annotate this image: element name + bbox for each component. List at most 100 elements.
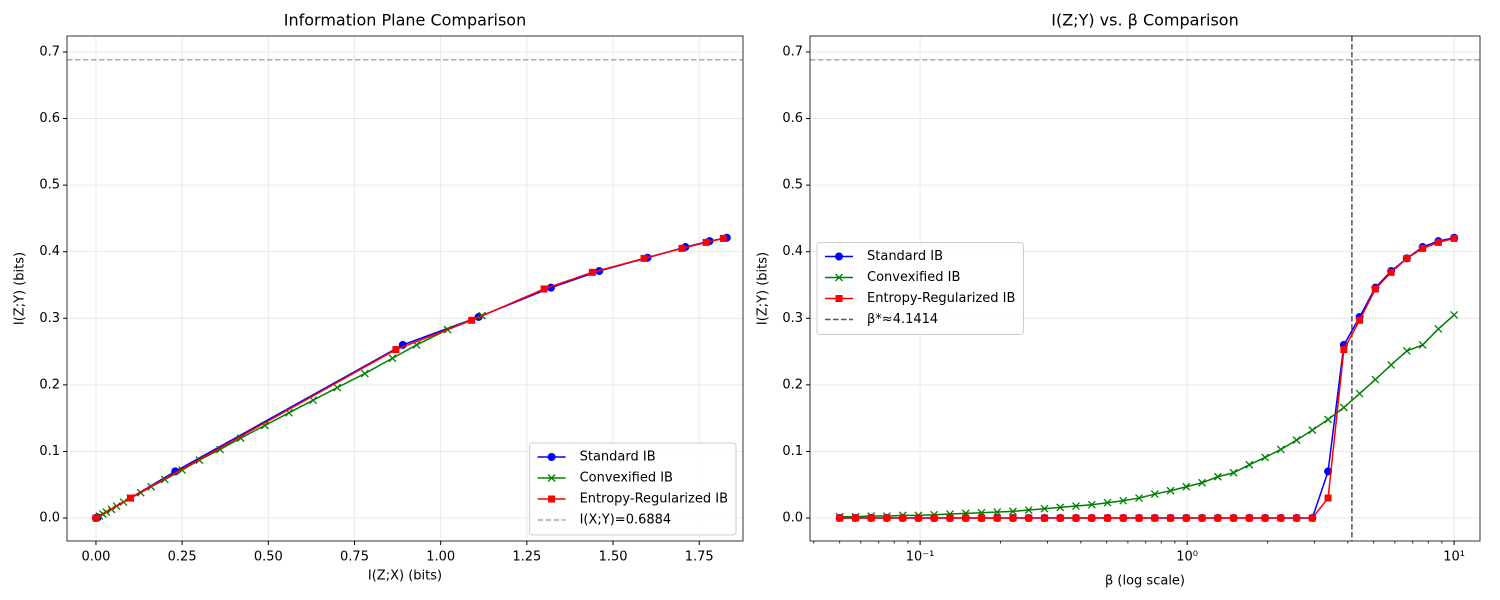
marker [1403, 254, 1411, 262]
plot-area [67, 58, 743, 523]
marker [1371, 375, 1380, 384]
marker [1151, 514, 1159, 522]
marker [1402, 346, 1411, 355]
marker [1434, 238, 1442, 246]
legend-box [529, 442, 737, 536]
marker [388, 354, 397, 363]
marker [962, 514, 970, 522]
marker [1387, 360, 1396, 369]
y-tick-label: 0.6 [39, 111, 60, 126]
x-tick-label: 1.25 [512, 550, 541, 565]
x-tick-label: 1.75 [685, 550, 714, 565]
y-tick-label: 0.3 [782, 311, 803, 326]
x-tick-label: 10⁰ [1176, 550, 1198, 565]
marker [540, 285, 548, 293]
legend: Standard IB Convexified IB Entropy-Regular… [529, 442, 737, 536]
marker [1198, 514, 1206, 522]
marker [1103, 498, 1112, 507]
y-tick-label: 0.2 [39, 377, 60, 392]
y-tick-label: 0.6 [782, 111, 803, 126]
marker [1167, 514, 1175, 522]
marker [1371, 285, 1379, 293]
marker [1072, 502, 1080, 511]
marker [1056, 503, 1065, 512]
marker [867, 514, 875, 522]
series-line [839, 314, 1455, 518]
y-tick-label: 0.2 [782, 377, 803, 392]
legend-label: Standard IB [867, 249, 943, 264]
marker [1025, 514, 1033, 522]
legend-label: Entropy-Regularized IB [580, 492, 728, 507]
y-tick-label: 0.7 [39, 44, 60, 59]
marker [392, 346, 400, 354]
legend-label: Entropy-Regularized IB [867, 291, 1015, 306]
marker [92, 514, 100, 522]
marker [883, 514, 891, 522]
marker [1072, 514, 1080, 522]
legend-label: β*≈4.1414 [867, 312, 938, 327]
marker [1450, 311, 1459, 319]
legend-label: Convexified IB [580, 471, 673, 486]
marker [547, 474, 556, 482]
marker [914, 514, 922, 522]
marker [1356, 316, 1364, 324]
marker [719, 234, 727, 242]
marker [1182, 482, 1191, 491]
marker [702, 238, 710, 246]
marker [1104, 514, 1112, 522]
marker [1009, 507, 1017, 516]
marker [468, 316, 476, 324]
marker [1292, 436, 1301, 445]
marker [1040, 514, 1048, 522]
marker [547, 453, 556, 461]
y-tick-label: 0.4 [782, 244, 803, 259]
subplot: 0.0 0.1 0.2 0.3 0.4 0.5 0.6 0.7 10⁻¹ 10⁰ 10¹ I(Z;Y)… [756, 11, 1481, 589]
y-tick-label: 0.1 [39, 444, 60, 459]
marker [678, 244, 686, 252]
marker [1277, 514, 1285, 522]
marker [1245, 460, 1254, 469]
marker [1308, 426, 1317, 435]
x-tick-label: 0.00 [81, 550, 110, 565]
marker [1245, 514, 1253, 522]
x-tick-label: 0.25 [168, 550, 197, 565]
legend-label: I(X;Y)=0.6884 [580, 513, 672, 528]
marker [1119, 514, 1127, 522]
marker [260, 421, 269, 430]
marker [946, 514, 954, 522]
marker [1119, 496, 1128, 505]
y-axis-label: I(Z;Y) (bits) [756, 252, 771, 325]
marker [993, 508, 1002, 516]
marker [835, 295, 843, 302]
x-tick-label: 10¹ [1443, 550, 1465, 565]
marker [548, 495, 556, 503]
marker [1166, 486, 1175, 495]
marker [1087, 500, 1096, 509]
legend-label: Standard IB [580, 450, 656, 465]
marker [977, 514, 985, 522]
legend-label: Convexified IB [867, 270, 960, 285]
x-axis-label: I(Z;X) (bits) [368, 569, 442, 584]
y-tick-label: 0.0 [782, 511, 803, 526]
y-axis-label: I(Z;Y) (bits) [13, 252, 28, 325]
marker [588, 268, 596, 276]
series-line [99, 314, 483, 517]
plot-area [810, 36, 1480, 541]
marker [1261, 453, 1270, 462]
marker [126, 494, 134, 502]
y-tick-label: 0.5 [39, 178, 60, 193]
axes-frame [66, 35, 744, 542]
marker [1040, 504, 1049, 513]
chart-title: Information Plane Comparison [284, 11, 526, 30]
chart-title: I(Z;Y) vs. β Comparison [1051, 11, 1238, 30]
marker [1261, 514, 1269, 522]
marker [1135, 514, 1143, 522]
marker [1009, 514, 1017, 522]
y-tick-label: 0.7 [782, 44, 803, 59]
marker [1150, 490, 1159, 499]
x-axis-label: β (log scale) [1105, 574, 1185, 589]
x-tick-label: 1.00 [426, 550, 455, 565]
marker [1088, 514, 1096, 522]
series-line [839, 237, 1455, 519]
marker [899, 514, 907, 522]
